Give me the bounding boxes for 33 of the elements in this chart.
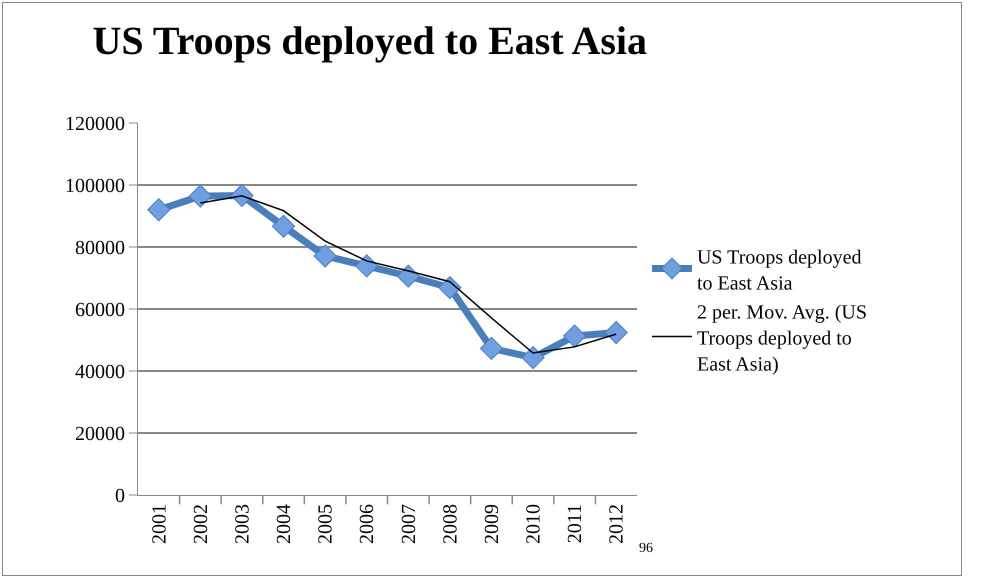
- x-tick-label: 2009: [480, 504, 503, 544]
- x-tick-label: 2008: [439, 504, 462, 544]
- legend-label: US Troops deployed to East Asia: [696, 246, 862, 294]
- x-tick-label: 2006: [356, 504, 378, 544]
- x-tick-label: 2003: [231, 504, 254, 544]
- point: [272, 214, 296, 238]
- y-tick-label: 20000: [75, 423, 125, 445]
- chart-title: US Troops deployed to East Asia: [92, 18, 648, 64]
- point: [147, 198, 170, 222]
- x-tick-label: 2001: [148, 504, 170, 544]
- y-tick-label: 100000: [65, 175, 125, 197]
- point: [396, 264, 420, 288]
- point: [188, 184, 212, 208]
- point: [563, 324, 586, 348]
- text: 96: [639, 541, 653, 556]
- x-tick-label: 2011: [564, 504, 586, 544]
- y-tick-label: 60000: [75, 299, 125, 321]
- x-tick-label: 2002: [190, 504, 212, 544]
- point: [355, 254, 378, 278]
- x-tick-label: 2004: [273, 504, 296, 544]
- point: [314, 244, 337, 268]
- point: [604, 321, 628, 344]
- y-tick-label: 40000: [75, 361, 125, 383]
- point: [480, 336, 504, 360]
- x-tick-label: 2010: [522, 504, 545, 544]
- x-tick-label: 2007: [398, 504, 420, 544]
- x-tick-label: 2005: [314, 504, 337, 544]
- legend-label: 2 per. Mov. Avg. (US Troops deployed to East Asia): [696, 301, 867, 376]
- y-tick-label: 120000: [65, 113, 125, 135]
- x-tick-label: 2012: [606, 504, 628, 544]
- y-tick-label: 80000: [75, 237, 125, 259]
- y-tick-label: 0: [115, 485, 125, 507]
- point: [521, 346, 545, 370]
